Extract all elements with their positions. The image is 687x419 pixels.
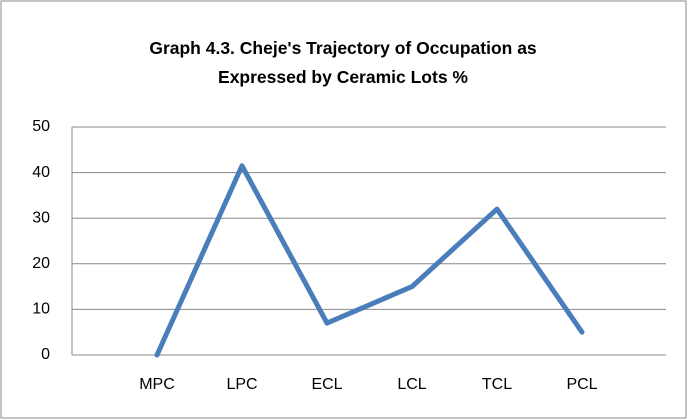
x-tick-label: PCL: [566, 376, 597, 393]
x-tick-label: ECL: [311, 376, 342, 393]
x-tick-label: TCL: [482, 376, 512, 393]
x-tick-label: MPC: [139, 376, 175, 393]
y-tick-label: 40: [32, 164, 50, 181]
x-tick-label: LPC: [226, 376, 257, 393]
y-tick-label: 30: [32, 209, 50, 226]
data-line: [154, 163, 585, 358]
chart-title: Graph 4.3. Cheje's Trajectory of Occupat…: [149, 38, 537, 87]
y-tick-label: 50: [32, 118, 50, 135]
y-tick-label: 20: [32, 255, 50, 272]
y-tick-label: 10: [32, 301, 50, 318]
x-tick-label: LCL: [397, 376, 426, 393]
y-tick-label: 0: [41, 346, 50, 363]
